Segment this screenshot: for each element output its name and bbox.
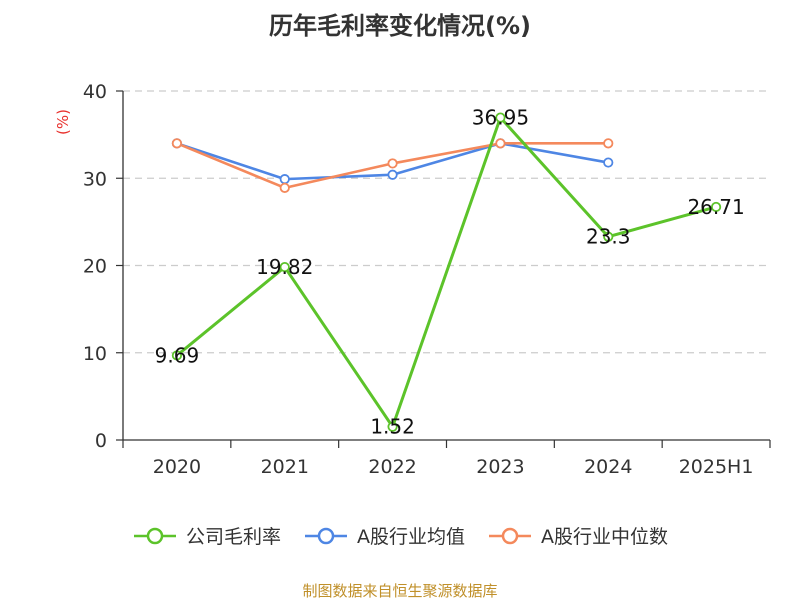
- data-label-2024: 23.3: [586, 225, 631, 249]
- legend-circle-company: [146, 527, 164, 544]
- y-tick-label-30: 30: [83, 168, 107, 190]
- x-tick-label-2021: 2021: [261, 456, 309, 478]
- x-tick-label-2025H1: 2025H1: [679, 456, 754, 478]
- legend-item-company[interactable]: 公司毛利率: [132, 522, 281, 549]
- y-tick-label-0: 0: [95, 430, 107, 452]
- x-tick-label-2020: 2020: [153, 456, 201, 478]
- source-note: 制图数据来自恒生聚源数据库: [302, 582, 498, 600]
- chart-title: 历年毛利率变化情况(%): [269, 12, 531, 40]
- legend-circle-industry-mean: [317, 527, 335, 544]
- data-label-2020: 9.69: [155, 343, 200, 367]
- point-s1-2024: [603, 157, 614, 168]
- series-points: [171, 112, 722, 432]
- legend-item-industry-median[interactable]: A股行业中位数: [487, 522, 668, 549]
- y-tick-label-40: 40: [83, 81, 107, 103]
- legend-marker-industry-mean: [305, 527, 347, 544]
- legend-marker-industry-median: [489, 527, 531, 544]
- legend-label-company: 公司毛利率: [185, 526, 281, 548]
- point-s2-2023: [495, 138, 506, 149]
- x-tick-label-2023: 2023: [476, 456, 524, 478]
- point-s0-2021: [279, 261, 290, 273]
- legend-label-industry-mean: A股行业均值: [357, 526, 465, 548]
- legend-item-industry-mean[interactable]: A股行业均值: [303, 522, 465, 549]
- point-s2-2021: [279, 182, 290, 193]
- point-s2-2020: [171, 138, 183, 149]
- legend-label-industry-median: A股行业中位数: [541, 526, 668, 548]
- point-s0-2024: [603, 231, 614, 242]
- tick-labels: 0 10 20 30 40 2020 2021 2022 2023 2024 2025H1: [83, 81, 754, 478]
- data-labels: 9.69 19.82 1.52 36.95 23.3 26.71: [155, 106, 745, 439]
- point-s0-2023: [495, 112, 506, 123]
- point-s1-2022: [387, 169, 398, 180]
- y-tick-label-20: 20: [83, 256, 107, 278]
- data-label-2021: 19.82: [256, 255, 313, 279]
- legend-marker-company: [133, 527, 176, 544]
- point-s0-2020: [171, 350, 183, 361]
- point-s0-2022: [387, 421, 398, 432]
- series-line-0: [175, 116, 717, 429]
- point-s1-2021: [279, 174, 290, 185]
- point-s2-2024: [603, 138, 614, 149]
- data-label-2022: 1.52: [370, 415, 415, 439]
- grid-lines: [123, 90, 770, 354]
- point-s0-2025H1: [710, 201, 722, 213]
- axes: [116, 90, 771, 448]
- x-tick-label-2024: 2024: [584, 456, 632, 478]
- y-tick-label-10: 10: [83, 343, 107, 365]
- point-s2-2022: [387, 158, 398, 169]
- data-label-2025H1: 26.71: [687, 195, 744, 219]
- legend-circle-industry-median: [501, 527, 519, 544]
- legend: 公司毛利率 A股行业均值 A股行业中位数: [0, 522, 800, 549]
- x-tick-label-2022: 2022: [368, 456, 416, 478]
- data-label-2023: 36.95: [472, 106, 529, 130]
